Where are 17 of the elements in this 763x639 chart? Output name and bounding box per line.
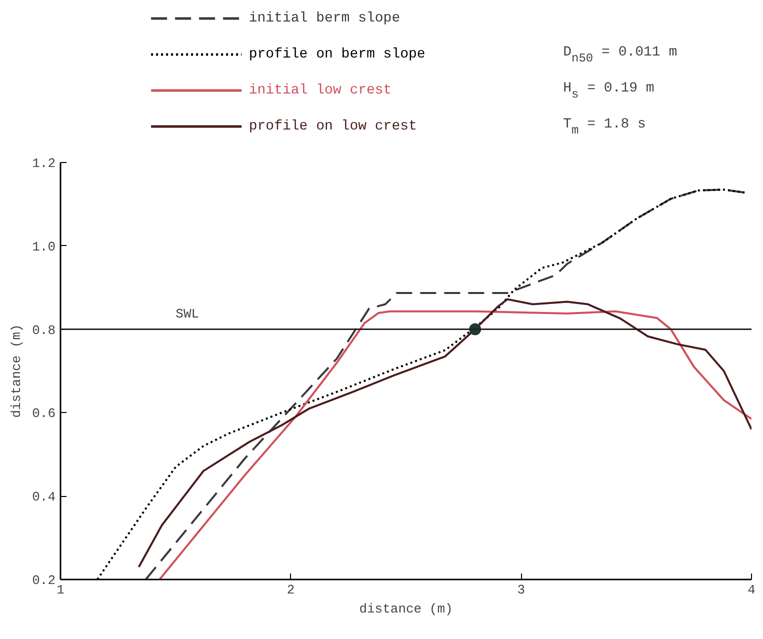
x-tick-label: 3 [517, 582, 526, 598]
x-tick-label: 2 [286, 582, 295, 598]
x-tick-label: 1 [56, 582, 65, 598]
y-tick-label: 0.6 [32, 406, 56, 422]
text: initial berm slope [248, 10, 400, 26]
text: initial low crest [248, 82, 392, 98]
text: profile on berm slope [248, 46, 426, 62]
ref-line-label: SWL [176, 306, 200, 322]
y-axis-title: distance (m) [9, 324, 24, 418]
y-tick-label: 0.8 [32, 322, 56, 338]
text: profile on low crest [248, 118, 417, 134]
y-tick-label: 1.0 [32, 239, 56, 254]
x-tick-label: 4 [748, 582, 756, 598]
y-tick-label: 0.2 [32, 573, 56, 588]
y-tick-label: 1.2 [32, 156, 56, 171]
x-axis-title: distance (m) [359, 602, 453, 616]
y-tick-label: 0.4 [32, 490, 56, 505]
